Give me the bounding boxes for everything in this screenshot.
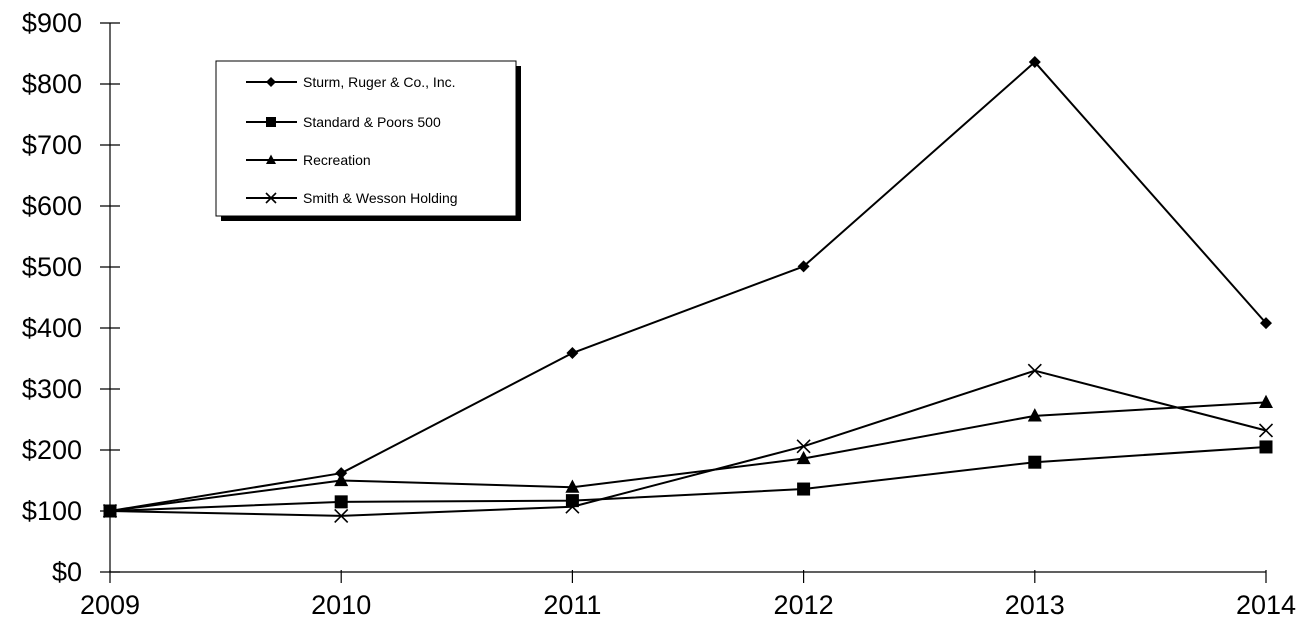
series-line: [109, 369, 1267, 517]
diamond-marker: [266, 77, 276, 87]
diamond-marker: [1028, 56, 1041, 69]
legend-label: Standard & Poors 500: [303, 114, 441, 130]
y-tick-label: $500: [22, 252, 82, 282]
y-tick-label: $600: [22, 191, 82, 221]
x-marker: [265, 192, 277, 204]
y-tick-label: $300: [22, 374, 82, 404]
triangle-marker: [1027, 408, 1042, 422]
x-tick-label: 2010: [311, 590, 371, 620]
square-marker: [1028, 455, 1042, 469]
series-line: [109, 401, 1267, 512]
triangle-marker: [1259, 394, 1273, 409]
square-marker: [266, 117, 276, 127]
x-tick-label: 2011: [543, 590, 601, 620]
series-square: [103, 440, 1273, 518]
legend: Sturm, Ruger & Co., Inc. Standard & Poors…: [215, 60, 521, 221]
square-marker: [334, 495, 348, 509]
legend-item: Standard & Poors 500: [246, 114, 441, 130]
x-marker: [102, 503, 118, 519]
square-marker: [797, 482, 811, 496]
x-tick-label: 2013: [1005, 590, 1065, 620]
y-tick-label: $0: [52, 557, 82, 587]
series-triangle: [103, 394, 1273, 517]
y-tick-label: $200: [22, 435, 82, 465]
legend-item: Smith & Wesson Holding: [246, 190, 458, 206]
diamond-marker: [1260, 317, 1272, 330]
legend-item: Recreation: [246, 152, 371, 168]
legend-label: Recreation: [303, 152, 371, 168]
y-tick-label: $700: [22, 130, 82, 160]
x-marker: [1258, 423, 1274, 438]
x-marker: [565, 499, 580, 514]
y-tick-label: $800: [22, 69, 82, 99]
y-tick-label: $100: [22, 496, 82, 526]
axes: $0 $100 $200 $300 $400 $500 $600 $700 $800 $900 20…: [22, 8, 1296, 620]
triangle-marker: [565, 479, 580, 493]
legend-label: Smith & Wesson Holding: [303, 190, 458, 206]
x-marker: [796, 439, 811, 454]
x-tick-label: 2012: [774, 590, 834, 620]
x-tick-label: 2014: [1236, 590, 1296, 620]
x-marker: [334, 508, 349, 523]
series-layer: [102, 56, 1274, 523]
series-line: [109, 61, 1267, 512]
legend-item: Sturm, Ruger & Co., Inc.: [246, 74, 456, 90]
series-x: [102, 363, 1274, 523]
triangle-marker: [796, 450, 811, 465]
legend-label: Sturm, Ruger & Co., Inc.: [303, 74, 456, 90]
series-line: [109, 445, 1267, 512]
x-tick-label: 2009: [80, 590, 140, 620]
x-marker: [1027, 363, 1042, 378]
triangle-marker: [334, 472, 349, 487]
triangle-marker: [266, 154, 276, 164]
y-tick-label: $900: [22, 8, 82, 38]
diamond-marker: [797, 260, 810, 273]
square-marker: [1259, 440, 1273, 454]
y-tick-label: $400: [22, 313, 82, 343]
diamond-marker: [566, 347, 579, 360]
legend-box: [215, 60, 517, 217]
